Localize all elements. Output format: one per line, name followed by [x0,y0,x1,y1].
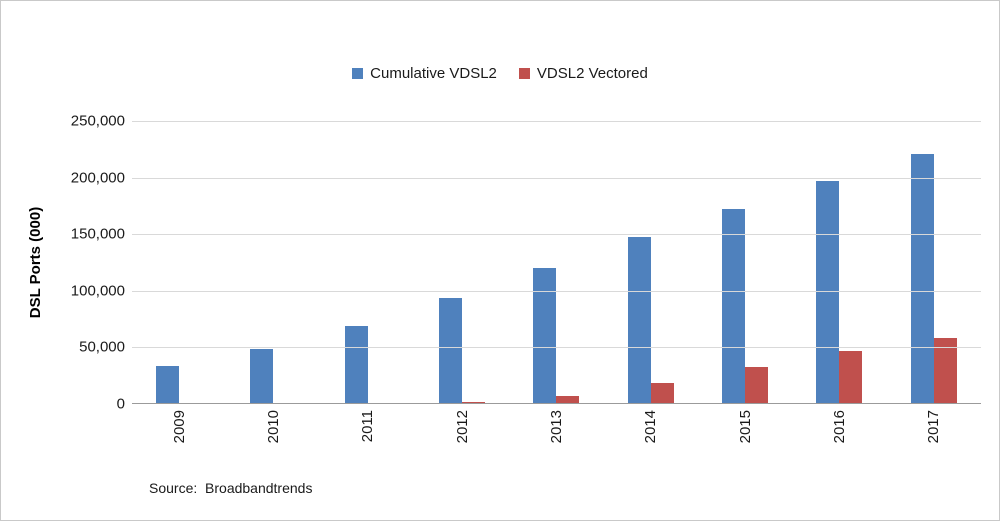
x-tick-label: 2010 [264,410,282,444]
x-label-cell: 2016 [792,410,886,462]
y-tick-label: 150,000 [70,225,125,243]
x-tick-label: 2012 [453,410,471,444]
x-tick-label: 2015 [736,410,754,444]
bar-cumulative-vdsl2-2016 [816,180,840,403]
bar-cumulative-vdsl2-2013 [533,267,557,403]
bar-vdsl2-vectored-2013 [556,396,580,403]
gridline [132,177,981,179]
legend-swatch-icon [352,68,364,79]
y-tick-label: 200,000 [70,169,125,187]
bar-cumulative-vdsl2-2011 [344,326,368,403]
bar-vdsl2-vectored-2015 [745,366,769,403]
bar-group-2011 [321,121,415,403]
bars [132,121,981,403]
bar-group-2014 [604,121,698,403]
x-label-cell: 2011 [321,410,415,462]
x-axis-line [132,403,981,404]
bar-group-2010 [226,121,320,403]
bar-cumulative-vdsl2-2010 [250,348,274,403]
plot-area [132,121,981,404]
x-label-cell: 2010 [226,410,320,462]
legend-swatch-icon [518,68,530,79]
x-label-cell: 2014 [604,410,698,462]
legend-label: Cumulative VDSL2 [370,65,497,82]
x-tick-label: 2017 [925,410,943,444]
bar-cumulative-vdsl2-2017 [910,153,934,403]
bar-cumulative-vdsl2-2012 [439,298,463,403]
bar-cumulative-vdsl2-2015 [722,208,746,403]
bar-vdsl2-vectored-2017 [933,337,957,403]
x-tick-label: 2013 [547,410,565,444]
legend-item-vdsl2-vectored: VDSL2 Vectored [518,65,648,82]
x-tick-label: 2009 [170,410,188,444]
y-tick-label: 0 [116,395,125,413]
bar-group-2013 [509,121,603,403]
x-label-cell: 2012 [415,410,509,462]
bar-group-2016 [792,121,886,403]
bar-group-2009 [132,121,226,403]
y-axis-ticks: 250,000 200,000 150,000 100,000 50,000 0 [1,113,125,413]
bar-group-2015 [698,121,792,403]
y-tick-label: 100,000 [70,282,125,300]
bar-group-2017 [887,121,981,403]
bar-vdsl2-vectored-2014 [650,382,674,403]
bar-vdsl2-vectored-2016 [839,351,863,403]
y-tick-label: 250,000 [70,112,125,130]
x-tick-label: 2016 [830,410,848,444]
gridline [132,347,981,349]
x-tick-label: 2014 [642,410,660,444]
x-label-cell: 2009 [132,410,226,462]
x-label-cell: 2015 [698,410,792,462]
x-tick-label: 2011 [359,410,377,443]
y-tick-label: 50,000 [79,338,125,356]
gridline [132,121,981,122]
legend-label: VDSL2 Vectored [536,65,648,82]
bar-vdsl2-vectored-2012 [462,401,486,403]
source-text: Source: Broadbandtrends [149,480,313,496]
x-label-cell: 2017 [887,410,981,462]
bar-group-2012 [415,121,509,403]
x-label-cell: 2013 [509,410,603,462]
legend-item-cumulative-vdsl2: Cumulative VDSL2 [352,65,497,82]
gridline [132,290,981,292]
bar-cumulative-vdsl2-2014 [627,237,651,403]
gridline [132,234,981,236]
legend: Cumulative VDSL2 VDSL2 Vectored [1,65,999,82]
bar-cumulative-vdsl2-2009 [156,365,180,403]
x-axis-labels: 2009 2010 2011 2012 2013 2014 2015 2016 2017 [132,410,981,462]
